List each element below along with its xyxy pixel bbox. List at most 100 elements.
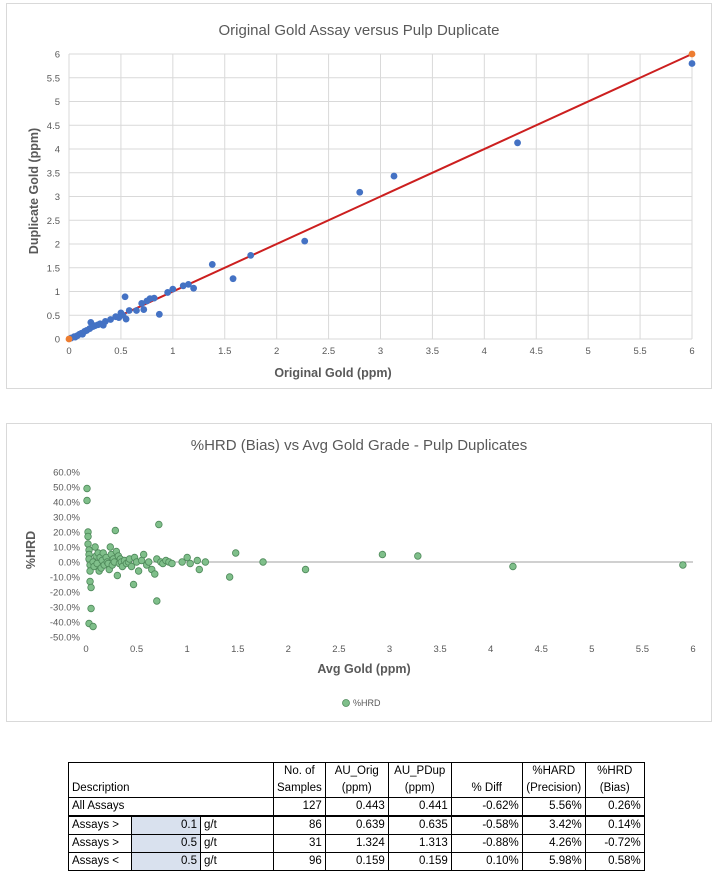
x-tick-label: 6 — [690, 644, 695, 655]
data-point — [106, 543, 114, 551]
data-point — [86, 567, 94, 575]
data-point — [378, 550, 387, 559]
hrd-chart-panel: %HRD (Bias) vs Avg Gold Grade - Pulp Dup… — [6, 423, 712, 722]
legend-label: %HRD — [353, 698, 381, 708]
y-tick-label: 4 — [55, 145, 60, 156]
cell-samples: 127 — [273, 797, 326, 817]
header-hrd: (Bias) — [584, 780, 645, 798]
cell-samples: 96 — [273, 852, 326, 871]
y-tick-label: 0.5 — [47, 311, 60, 322]
data-point — [150, 294, 158, 302]
cell-hard: 5.56% — [521, 797, 586, 817]
x-tick-label: 5 — [589, 644, 594, 655]
data-point — [247, 252, 255, 259]
cell-samples: 31 — [273, 834, 326, 853]
y-tick-label: 20.0% — [53, 528, 80, 539]
cell-pdup: 0.441 — [387, 797, 452, 817]
scatter-chart-panel: Original Gold Assay versus Pulp Duplicat… — [6, 3, 712, 389]
x-tick-label: 0 — [66, 346, 71, 357]
data-point — [190, 284, 198, 292]
cell-hrd: 0.14% — [584, 815, 645, 835]
hrd-scatter-chart: %HRD (Bias) vs Avg Gold Grade - Pulp Dup… — [24, 437, 696, 708]
data-point — [129, 580, 138, 589]
data-point — [225, 573, 234, 581]
x-axis-label: Original Gold (ppm) — [274, 366, 391, 380]
y-tick-label: 2 — [55, 240, 60, 251]
header-orig-top: AU_Orig — [324, 762, 389, 780]
data-point — [356, 188, 364, 196]
cell-orig: 0.639 — [324, 815, 389, 835]
data-point — [179, 282, 187, 290]
data-point — [155, 310, 163, 318]
y-tick-label: 50.0% — [53, 483, 80, 494]
row-label: Assays > — [68, 815, 132, 835]
data-point — [145, 558, 153, 566]
legend: %HRD — [342, 698, 381, 708]
cell-hrd: 0.26% — [584, 797, 645, 817]
data-point — [134, 567, 143, 575]
header-hrd-top: %HRD — [584, 762, 645, 780]
table-row: Assays > 0.5 g/t 31 1.324 1.313 -0.88% 4… — [68, 834, 645, 853]
x-tick-label: 5 — [586, 346, 591, 357]
summary-table: No. of AU_Orig AU_PDup %HARD %HRD Descri… — [68, 762, 645, 871]
x-tick-label: 0.5 — [130, 644, 143, 655]
data-point — [201, 558, 210, 566]
data-point — [164, 289, 172, 296]
x-tick-label: 1 — [185, 644, 190, 655]
cell-pdup: 1.313 — [387, 834, 452, 853]
data-point — [679, 561, 687, 569]
x-tick-label: 5.5 — [633, 346, 646, 357]
threshold-input[interactable]: 0.5 — [131, 852, 201, 871]
y-tick-label: -40.0% — [50, 618, 81, 629]
header-hard: (Precision) — [521, 780, 586, 798]
trend-endpoint — [688, 50, 696, 58]
y-tick-label: 5 — [55, 97, 60, 108]
data-point — [168, 559, 176, 568]
cell-pdup: 0.635 — [387, 815, 452, 835]
cell-diff: -0.58% — [450, 815, 523, 835]
row-unit: g/t — [200, 815, 274, 835]
cell-hard: 4.26% — [521, 834, 586, 853]
data-point — [91, 543, 99, 551]
data-point — [107, 316, 114, 323]
x-tick-label: 1.5 — [231, 644, 244, 655]
y-tick-label: 10.0% — [53, 543, 80, 554]
y-tick-label: 0.0% — [58, 558, 80, 569]
x-tick-label: 0 — [83, 644, 88, 655]
legend-marker — [342, 699, 350, 707]
data-point — [139, 550, 148, 559]
data-point — [121, 293, 129, 301]
data-point — [169, 285, 177, 293]
data-point — [208, 261, 216, 268]
data-point — [84, 540, 92, 548]
cell-orig: 0.159 — [324, 852, 389, 871]
trend-startpoint — [65, 335, 73, 343]
cell-samples: 86 — [273, 815, 326, 835]
threshold-input[interactable]: 0.1 — [131, 815, 201, 835]
cell-diff: 0.10% — [450, 852, 523, 871]
y-tick-label: 6 — [55, 50, 60, 61]
y-tick-label: 2.5 — [47, 216, 60, 227]
x-tick-label: 2 — [286, 644, 291, 655]
data-point — [259, 558, 267, 566]
cell-hard: 5.98% — [521, 852, 586, 871]
data-point — [113, 571, 122, 580]
data-point — [688, 60, 696, 67]
x-tick-label: 4 — [488, 644, 493, 655]
x-tick-label: 4.5 — [535, 644, 548, 655]
threshold-input[interactable]: 0.5 — [131, 834, 201, 853]
x-axis-label: Avg Gold (ppm) — [317, 662, 410, 676]
data-point — [301, 237, 309, 245]
x-tick-label: 1.5 — [218, 346, 231, 357]
scatter-chart: Original Gold Assay versus Pulp Duplicat… — [27, 22, 696, 380]
data-point — [122, 315, 130, 323]
y-tick-label: -10.0% — [50, 573, 81, 584]
cell-hard: 3.42% — [521, 815, 586, 835]
data-point — [111, 526, 120, 535]
row-unit: g/t — [200, 852, 274, 871]
data-point — [125, 307, 133, 314]
data-point — [153, 597, 161, 605]
data-point — [185, 280, 192, 288]
data-point — [232, 549, 240, 557]
x-tick-label: 2 — [274, 346, 279, 357]
